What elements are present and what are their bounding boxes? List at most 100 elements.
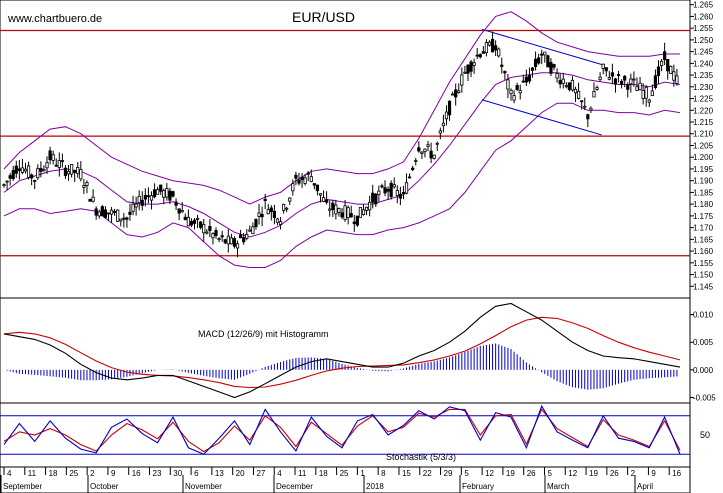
price-candle — [395, 190, 399, 196]
price-candle — [211, 233, 215, 239]
price-candle — [294, 174, 298, 179]
price-candle — [257, 212, 261, 217]
price-candle — [420, 151, 424, 154]
price-tick-label: 1.145 — [693, 282, 714, 291]
price-candle — [392, 184, 396, 188]
price-candle — [26, 165, 31, 178]
macd-title: MACD (12/26/9) mit Histogramm — [198, 329, 329, 339]
price-candle — [66, 170, 71, 175]
price-candle — [613, 78, 618, 85]
month-label: November — [185, 482, 222, 491]
price-candle — [555, 73, 559, 79]
price-candle — [512, 95, 516, 101]
x-tick-label: 8 — [381, 469, 386, 478]
price-candle — [620, 80, 624, 85]
price-candle — [377, 190, 381, 196]
price-candle — [570, 79, 575, 91]
x-tick-label: 29 — [444, 469, 453, 478]
price-candle — [223, 239, 227, 244]
price-candle — [386, 188, 390, 192]
x-tick-label: 1 — [360, 469, 365, 478]
bollinger-middle-band — [3, 72, 681, 238]
price-candle — [23, 168, 28, 172]
price-candle — [303, 177, 307, 184]
price-tick-label: 1.165 — [693, 235, 714, 244]
price-candle — [561, 78, 565, 84]
price-candle — [245, 233, 249, 239]
price-candle — [650, 90, 654, 96]
price-candle — [533, 58, 538, 67]
price-candle — [540, 53, 544, 56]
price-candle — [527, 75, 532, 82]
price-candle — [659, 60, 664, 67]
price-candle — [509, 89, 513, 95]
price-candle — [429, 150, 433, 159]
price-candle — [199, 221, 203, 228]
price-candle — [202, 224, 206, 234]
price-candle — [137, 195, 141, 203]
x-tick-label: 2 — [90, 469, 95, 478]
price-candle — [331, 202, 335, 210]
price-candle — [186, 216, 190, 227]
price-candle — [177, 208, 181, 214]
price-candle — [426, 144, 430, 147]
price-candle — [460, 74, 464, 86]
price-candle — [466, 64, 470, 74]
price-candle — [79, 169, 83, 180]
price-candle — [183, 216, 187, 221]
price-candle — [444, 111, 449, 120]
price-candle — [494, 45, 498, 51]
price-tick-label: 1.170 — [693, 224, 714, 233]
month-label: March — [547, 482, 569, 491]
price-candle — [653, 75, 658, 88]
x-tick-label: 4 — [7, 469, 12, 478]
price-candle — [88, 199, 92, 202]
month-label: February — [462, 482, 494, 491]
price-candle — [82, 185, 86, 188]
price-candle — [159, 184, 163, 192]
price-candle — [632, 78, 636, 81]
price-candle — [254, 218, 258, 228]
price-candle — [364, 206, 369, 211]
price-candle — [54, 164, 58, 167]
price-candle — [484, 42, 489, 54]
price-candle — [306, 172, 310, 175]
price-candle — [352, 221, 356, 225]
price-candle — [134, 203, 138, 208]
price-candle — [604, 67, 608, 72]
price-tick-label: 1.210 — [693, 130, 714, 139]
stochastic-panel: Stochastik (5/3/3) — [0, 402, 691, 468]
price-candle — [315, 184, 320, 192]
price-tick-label: 1.260 — [693, 12, 714, 21]
price-candle — [73, 170, 77, 173]
price-candle — [666, 58, 670, 72]
price-tick-label: 1.185 — [693, 188, 714, 197]
price-candle — [463, 71, 467, 74]
price-candle — [389, 182, 393, 198]
price-candle — [451, 93, 455, 96]
price-candle — [521, 80, 525, 83]
price-tick-label: 1.245 — [693, 48, 714, 57]
x-tick-label: 26 — [610, 469, 619, 478]
price-candle — [432, 154, 436, 159]
price-candle — [321, 197, 326, 202]
price-candle — [616, 74, 621, 76]
price-tick-label: 1.160 — [693, 247, 714, 256]
price-candle — [217, 237, 221, 240]
price-candle — [610, 72, 615, 77]
price-candle — [285, 207, 289, 210]
watermark-text: www.chartbuero.de — [7, 13, 102, 25]
bollinger-upper-band — [3, 11, 680, 205]
price-candle — [143, 195, 147, 200]
price-candle — [70, 163, 74, 175]
price-candle — [383, 187, 387, 194]
price-candle — [17, 168, 21, 171]
price-candle — [374, 193, 378, 205]
price-candle — [552, 64, 556, 68]
price-tick-label: 1.195 — [693, 165, 714, 174]
stochastic-d-line — [3, 408, 681, 453]
price-candle — [91, 196, 95, 202]
price-candle — [272, 210, 277, 219]
price-candle — [30, 174, 34, 179]
macd-tick-label: 0.000 — [693, 366, 714, 375]
